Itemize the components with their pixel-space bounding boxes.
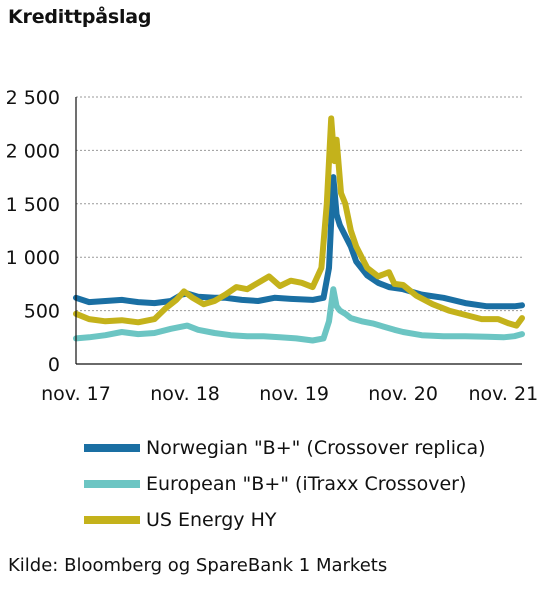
legend-label-european: European "B+" (iTraxx Crossover): [146, 473, 467, 495]
series-layer: [73, 115, 525, 344]
chart-title: Kredittpåslag: [8, 6, 152, 28]
legend-item-norwegian: Norwegian "B+" (Crossover replica): [84, 430, 486, 466]
x-tick-label: nov. 19: [259, 383, 329, 405]
x-tick-label: nov. 20: [368, 383, 438, 405]
line-chart: 0 500 1 000 1 500 2 000 2 500 nov. 17 nov. 18 no…: [6, 87, 539, 405]
x-tick-label: nov. 17: [41, 383, 111, 405]
series-line-0: [73, 174, 525, 310]
y-tick-label: 1 500: [6, 194, 60, 216]
y-tick-label: 500: [24, 301, 60, 323]
source-note: Kilde: Bloomberg og SpareBank 1 Markets: [8, 555, 388, 576]
y-tick-label: 2 000: [6, 140, 60, 162]
legend-item-us-energy: US Energy HY: [84, 502, 486, 538]
x-tick-label: nov. 21: [468, 383, 538, 405]
y-tick-label: 2 500: [6, 87, 60, 109]
y-tick-label: 1 000: [6, 247, 60, 269]
legend-swatch-norwegian: [84, 444, 140, 452]
gridlines: [76, 96, 522, 312]
legend: Norwegian "B+" (Crossover replica) Europ…: [84, 430, 486, 538]
legend-swatch-us-energy: [84, 516, 140, 524]
series-line-2: [73, 115, 525, 329]
legend-label-us-energy: US Energy HY: [146, 509, 277, 531]
legend-swatch-european: [84, 480, 140, 488]
x-tick-label: nov. 18: [150, 383, 220, 405]
axes: 0 500 1 000 1 500 2 000 2 500 nov. 17 nov. 18 no…: [6, 87, 539, 405]
legend-label-norwegian: Norwegian "B+" (Crossover replica): [146, 437, 486, 459]
series-line-1: [73, 286, 525, 344]
legend-item-european: European "B+" (iTraxx Crossover): [84, 466, 486, 502]
y-tick-label: 0: [48, 354, 60, 376]
